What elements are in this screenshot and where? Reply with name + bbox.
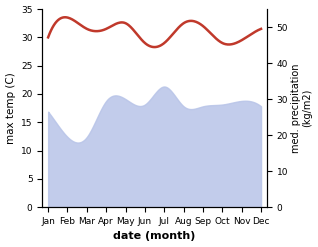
Y-axis label: max temp (C): max temp (C) (5, 72, 16, 144)
Y-axis label: med. precipitation
(kg/m2): med. precipitation (kg/m2) (291, 63, 313, 153)
X-axis label: date (month): date (month) (114, 231, 196, 242)
